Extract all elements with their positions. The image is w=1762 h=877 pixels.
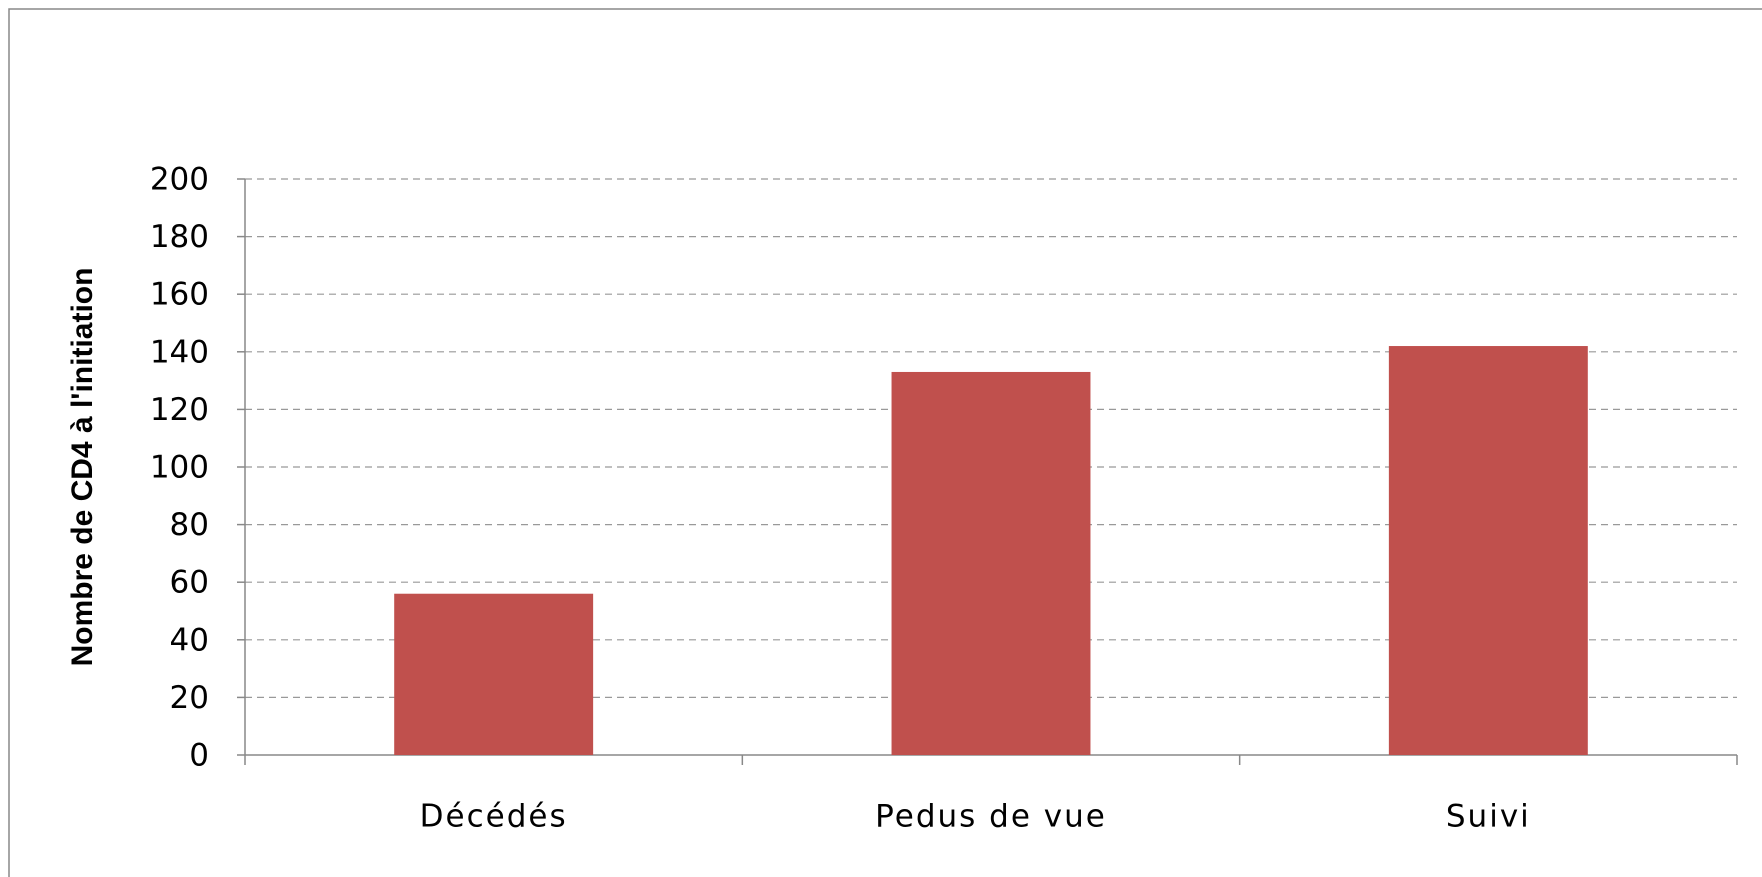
y-tick-label: 80 [170,507,209,543]
y-tick-label: 100 [150,450,209,486]
y-tick-label: 20 [170,680,209,716]
x-tick-label: Décédés [420,799,568,835]
bar [1388,346,1588,755]
y-tick-label: 160 [150,277,209,313]
y-tick-label: 180 [150,219,209,255]
x-tick-label: Suivi [1446,799,1531,835]
y-tick-label: 40 [170,622,209,658]
y-tick-label: 120 [150,392,209,428]
bar [891,371,1091,755]
y-axis-label: Nombre de CD4 à l'initiation [66,268,99,667]
y-tick-label: 60 [170,565,209,601]
x-tick-label: Pedus de vue [875,799,1107,835]
y-tick-label: 200 [150,162,209,198]
bar [394,593,594,755]
y-tick-label: 140 [150,334,209,370]
y-tick-label: 0 [189,738,209,774]
